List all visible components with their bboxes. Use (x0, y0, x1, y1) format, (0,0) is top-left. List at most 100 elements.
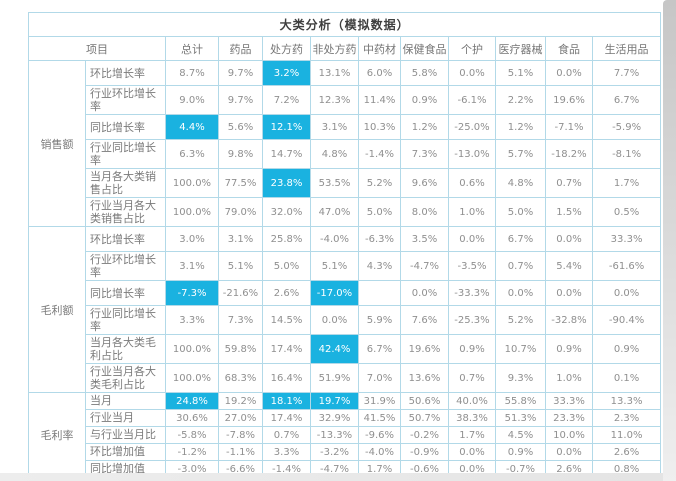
table-cell-highlighted: -17.0% (310, 280, 359, 306)
table-cell: 17.4% (262, 409, 311, 427)
table-cell: 2.2% (495, 85, 546, 115)
table-row: 同比增长率 -7.3% -21.6% 2.6% -17.0% 0.0% -33.3% 0.0%… (29, 280, 662, 306)
table-cell: 0.0% (495, 280, 546, 306)
page-background-right-edge (663, 0, 676, 481)
table-cell: 9.7% (218, 85, 263, 115)
table-cell: 19.2% (218, 392, 263, 410)
table-cell: 27.0% (218, 409, 263, 427)
table-cell: 7.2% (262, 85, 311, 115)
table-row: 毛利率 当月 24.8% 19.2% 18.1% 19.7% 31.9% 50.6% 40.0%… (28, 392, 662, 478)
table-cell: -4.0% (310, 226, 359, 252)
table-cell: 12.3% (310, 85, 359, 115)
table-cell: 40.0% (448, 392, 496, 410)
table-cell: 7.0% (358, 363, 401, 393)
table-cell: 1.7% (448, 426, 496, 444)
table-cell: 13.6% (400, 363, 449, 393)
row-label: 环比增长率 (85, 60, 166, 86)
table-cell: 5.1% (218, 251, 263, 281)
table-cell: 6.7% (591, 85, 662, 115)
table-cell: 11.4% (358, 85, 401, 115)
table-cell: 51.3% (495, 409, 546, 427)
table-cell: -4.7% (400, 251, 449, 281)
row-label: 环比增长率 (85, 226, 166, 252)
table-cell: 17.4% (262, 334, 311, 364)
table-cell: 0.0% (400, 280, 449, 306)
table-cell: 0.0% (545, 60, 593, 86)
table-cell: 4.8% (495, 168, 546, 198)
table-cell: 0.7% (262, 426, 311, 444)
table-cell: 0.6% (448, 168, 496, 198)
table-cell: 9.3% (495, 363, 546, 393)
table-cell: 5.2% (495, 305, 546, 335)
table-cell: 1.5% (545, 197, 593, 227)
table-cell: 0.9% (400, 85, 449, 115)
row-label: 环比增加值 (85, 443, 166, 461)
table-cell: 0.0% (448, 226, 496, 252)
table-cell: -6.1% (448, 85, 496, 115)
table-cell: 0.9% (495, 443, 546, 461)
table-cell (358, 280, 401, 306)
table-cell: -7.1% (545, 114, 593, 140)
table-cell: 1.7% (591, 168, 662, 198)
table-cell: -33.3% (448, 280, 496, 306)
table-cell: -5.9% (591, 114, 662, 140)
analysis-table: 大类分析（模拟数据） 项目 总计 药品 处方药 非处方药 中药材 保健食品 个护 医疗器械 食品… (27, 12, 662, 478)
table-cell: 14.5% (262, 305, 311, 335)
table-cell: 0.9% (545, 334, 593, 364)
table-cell: 0.9% (591, 334, 662, 364)
table-row: 同比增长率 4.4% 5.6% 12.1% 3.1% 10.3% 1.2% -25.0% 1.2… (29, 114, 662, 140)
table-cell: 25.8% (262, 226, 311, 252)
table-cell: 4.8% (310, 139, 359, 169)
table-cell: -25.3% (448, 305, 496, 335)
table-cell: 0.7% (545, 168, 593, 198)
table-cell: -1.4% (358, 139, 401, 169)
table-cell: 8.7% (165, 60, 219, 86)
row-label: 行业当月 (85, 409, 166, 427)
table-cell: -0.9% (400, 443, 449, 461)
table-cell: 68.3% (218, 363, 263, 393)
table-cell-highlighted: 12.1% (262, 114, 311, 140)
table-row: 环比增加值 -1.2% -1.1% 3.3% -3.2% -4.0% -0.9% 0.0% 0.… (29, 443, 662, 461)
table-cell: -25.0% (448, 114, 496, 140)
table-cell: 7.7% (591, 60, 662, 86)
table-cell-highlighted: 18.1% (262, 392, 311, 410)
table-cell: 5.0% (358, 197, 401, 227)
table-row: 行业同比增长率 6.3% 9.8% 14.7% 4.8% -1.4% 7.3% -13.0% 5… (29, 139, 662, 169)
page-title: 大类分析（模拟数据） (27, 12, 662, 37)
row-label: 当月各大类销售占比 (85, 168, 166, 198)
table-cell: 19.6% (400, 334, 449, 364)
table-cell: -61.6% (591, 251, 662, 281)
table-cell-highlighted: 42.4% (310, 334, 359, 364)
table-cell: 4.3% (358, 251, 401, 281)
table-cell: 55.8% (495, 392, 546, 410)
title-row: 大类分析（模拟数据） (27, 12, 662, 37)
table-cell: 5.1% (310, 251, 359, 281)
table-cell: 0.0% (545, 280, 593, 306)
table-cell: 6.3% (165, 139, 219, 169)
table-cell: 53.5% (310, 168, 359, 198)
table-cell: 19.6% (545, 85, 593, 115)
table-row: 行业同比增长率 3.3% 7.3% 14.5% 0.0% 5.9% 7.6% -25.3% 5.… (29, 305, 662, 335)
group-label: 毛利率 (28, 392, 86, 478)
column-header-7: 个护 (448, 36, 496, 61)
group-label: 销售额 (28, 60, 86, 227)
table-cell: 8.0% (400, 197, 449, 227)
table-cell-highlighted: 3.2% (262, 60, 311, 86)
table-cell: 1.0% (545, 363, 593, 393)
group-label: 毛利额 (28, 226, 86, 393)
table-cell: -4.0% (358, 443, 401, 461)
table-cell: 79.0% (218, 197, 263, 227)
table-row: 行业当月各大类销售占比 100.0% 79.0% 32.0% 47.0% 5.0% 8.0%… (29, 197, 662, 227)
table-cell: 5.6% (218, 114, 263, 140)
table-cell: 3.0% (165, 226, 219, 252)
table-cell: -13.3% (310, 426, 359, 444)
table-cell: 32.0% (262, 197, 311, 227)
table-cell: -8.1% (591, 139, 662, 169)
table-cell: 100.0% (165, 363, 219, 393)
table-cell: 0.0% (448, 60, 496, 86)
table-cell: -3.2% (310, 443, 359, 461)
table-cell: 6.7% (495, 226, 546, 252)
table-cell: 7.3% (218, 305, 263, 335)
table-cell: 31.9% (358, 392, 401, 410)
